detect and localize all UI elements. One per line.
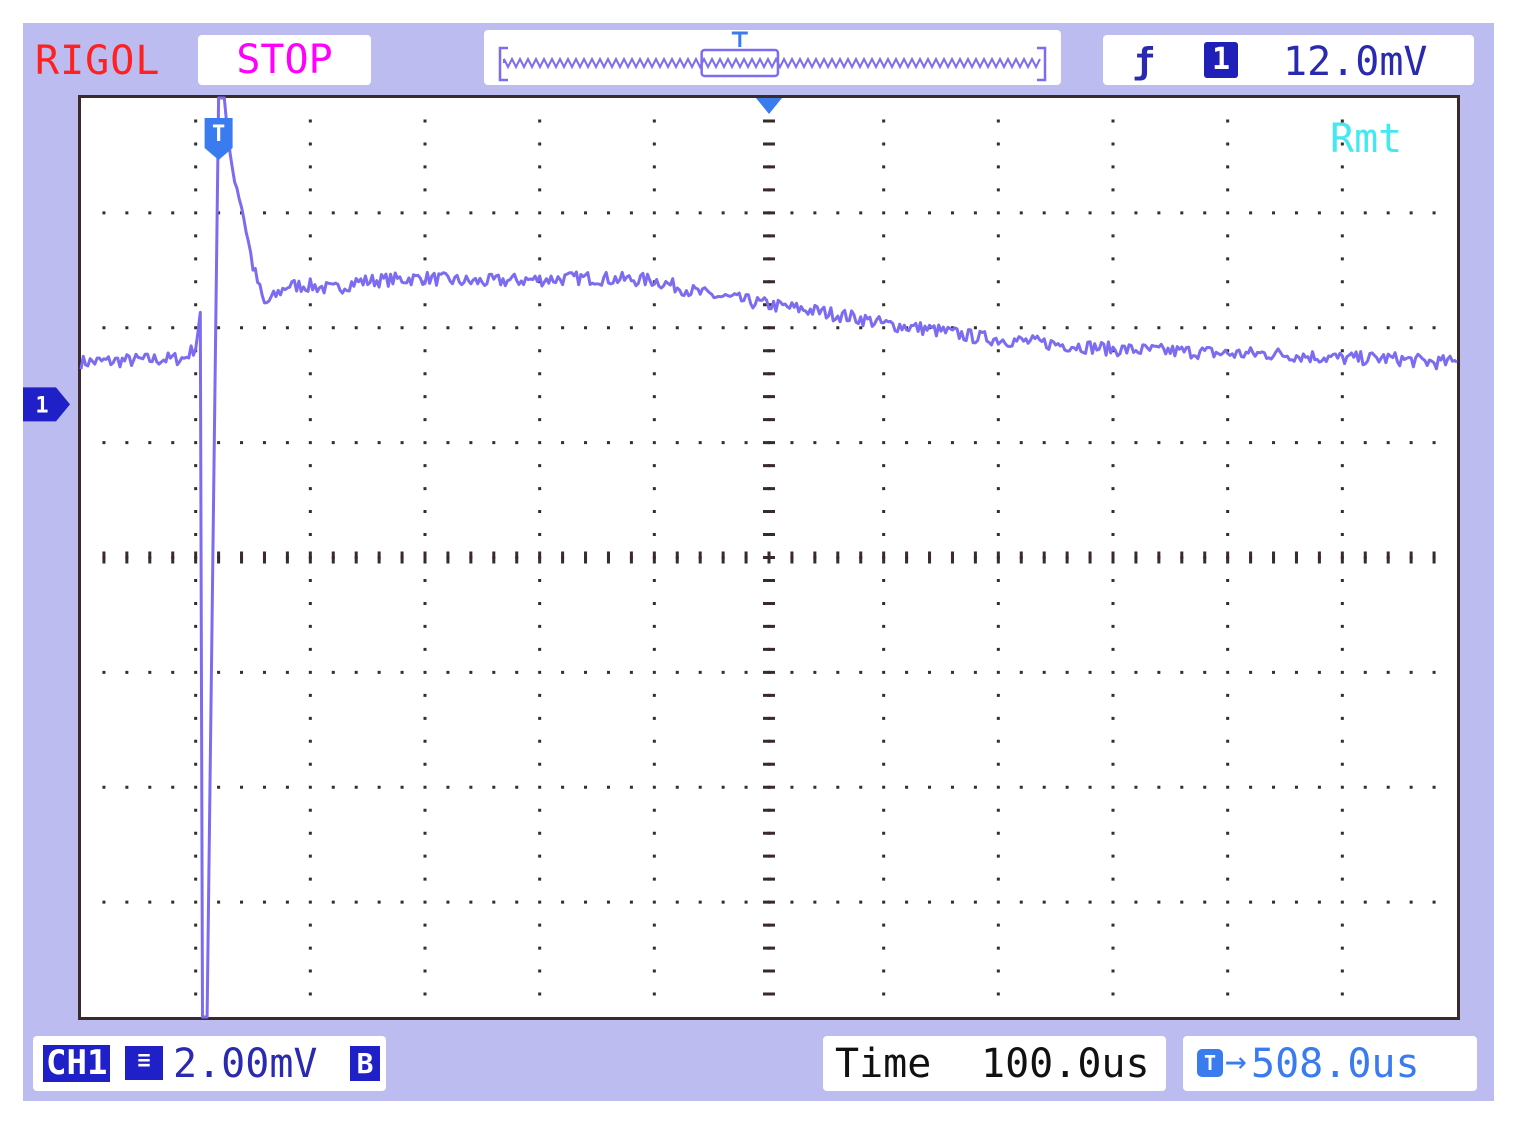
memory-overview-graphic [498,31,1047,82]
rising-edge-icon: ƒ [1133,41,1155,82]
trigger-level: 12.0mV [1283,39,1428,85]
graticule [102,119,1436,996]
markers: T 1 [23,98,782,422]
channel-1-ground-marker[interactable]: 1 [23,387,70,422]
memory-waveform [503,56,1041,70]
trigger-offset-panel[interactable]: T → 508.0us [1183,1036,1477,1091]
arrow-right-icon: → [1225,1041,1247,1082]
channel-1-ground-label: 1 [35,393,48,418]
trigger-status-panel[interactable]: ƒ 1 12.0mV [1103,35,1474,85]
trigger-position-shape [204,118,233,160]
remote-mode-label: Rmt [1330,116,1403,162]
trigger-offset-icon: T [1197,1049,1223,1077]
memory-window [700,48,780,78]
channel-1-tag: CH1 [43,1045,111,1082]
timebase-label: Time [835,1041,932,1087]
memory-trigger-icon [731,31,748,47]
run-status-badge[interactable]: STOP [198,35,371,85]
bandwidth-limit-icon: B [350,1046,380,1081]
memory-overview-bar[interactable] [484,30,1061,85]
memory-bracket [498,46,1047,82]
trigger-position-label: T [212,122,225,147]
trigger-position-marker[interactable]: T [204,118,233,160]
trigger-offset-value: 508.0us [1251,1041,1420,1087]
channel-1-trace-group [79,96,1458,1019]
timebase-panel[interactable]: Time 100.0us [823,1036,1166,1091]
vertical-scale: 2.00mV [173,1041,318,1087]
trigger-delay-marker-icon[interactable] [756,98,782,114]
dc-coupling-icon: ≡ [125,1046,163,1080]
graticule-center-ticks [102,119,1436,996]
timebase-value: 100.0us [981,1041,1150,1087]
channel-1-settings-panel[interactable]: CH1 ≡ 2.00mV B [33,1036,386,1091]
trigger-source-channel: 1 [1204,42,1238,78]
run-status-text: STOP [236,37,333,83]
channel-1-trace [79,96,1458,1019]
channel-1-ground-shape [23,387,70,422]
brand-logo: RIGOL [35,38,161,84]
memory-waveform-group [498,31,1047,82]
